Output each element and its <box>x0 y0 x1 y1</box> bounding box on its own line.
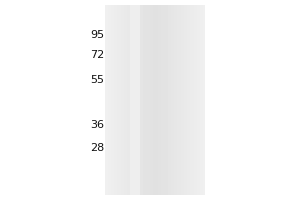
Text: 72: 72 <box>90 50 104 60</box>
Text: 95: 95 <box>90 30 104 40</box>
Ellipse shape <box>130 53 140 60</box>
Text: 28: 28 <box>90 143 104 153</box>
Ellipse shape <box>130 30 140 40</box>
Text: 55: 55 <box>90 75 104 85</box>
Text: m.liver: m.liver <box>131 6 172 19</box>
Polygon shape <box>142 51 155 63</box>
Text: 36: 36 <box>90 120 104 130</box>
